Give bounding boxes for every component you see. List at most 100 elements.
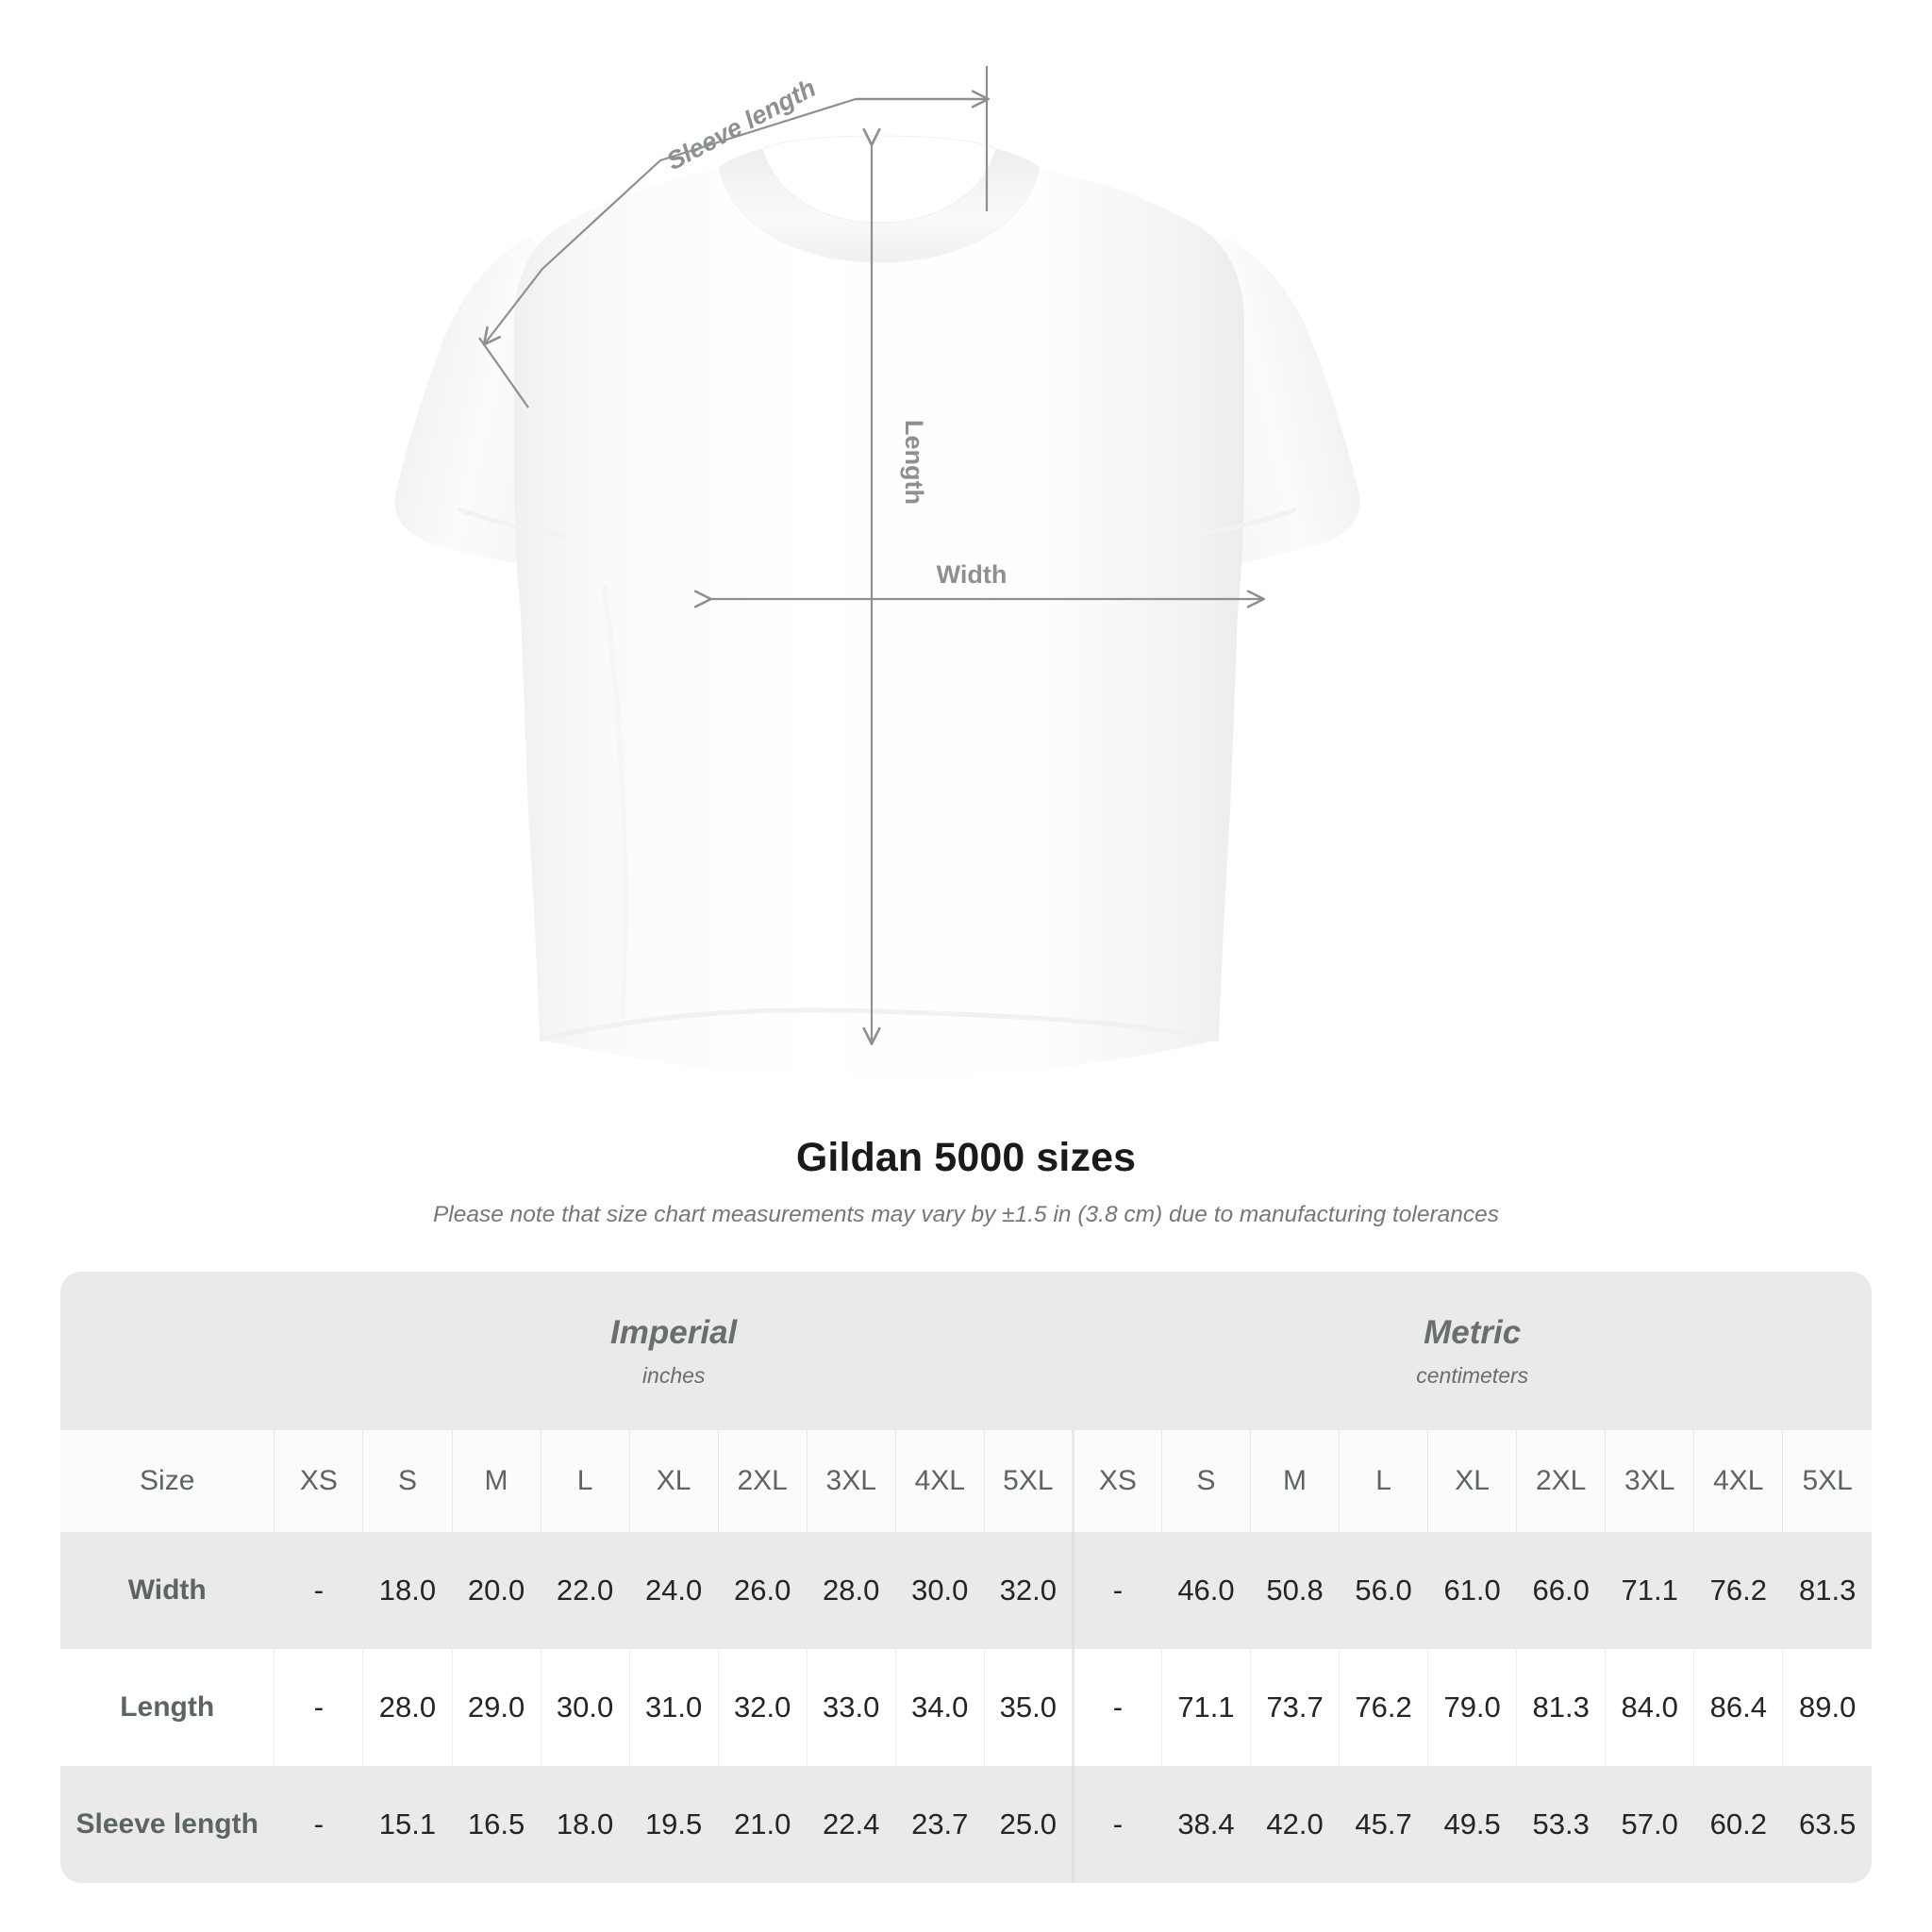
measurement-cell: 19.5 xyxy=(629,1766,719,1883)
measurement-cell: 63.5 xyxy=(1782,1766,1872,1883)
measurement-cell: 73.7 xyxy=(1250,1649,1341,1766)
measurement-cell: 38.4 xyxy=(1161,1766,1252,1883)
measurement-cell: 18.0 xyxy=(541,1766,630,1883)
size-header-cell: 2XL xyxy=(718,1430,808,1532)
measurement-cell: 22.4 xyxy=(807,1766,896,1883)
table-row: Width -18.0 20.0 22.0 24.0 26.0 28.0 30.0 32.0-4… xyxy=(60,1532,1872,1649)
fabric-fold xyxy=(601,584,628,1020)
unit-group-row: Imperial inches Metric centimeters xyxy=(60,1272,1872,1430)
measurement-cell: 81.3 xyxy=(1782,1532,1872,1649)
measurement-cell: - xyxy=(1071,1532,1162,1649)
unit-group-name: Imperial xyxy=(610,1313,738,1351)
table-row: Sleeve length -15.1 16.5 18.0 19.5 21.0 22.4 23… xyxy=(60,1766,1872,1883)
width-label: Width xyxy=(937,560,1008,589)
measurement-cell: 30.0 xyxy=(541,1649,630,1766)
measurement-cell: 24.0 xyxy=(629,1532,719,1649)
measurement-cell: 84.0 xyxy=(1605,1649,1695,1766)
size-header-cell: 4XL xyxy=(1693,1430,1784,1532)
measurement-cell: 57.0 xyxy=(1605,1766,1695,1883)
size-header-cell: 2XL xyxy=(1516,1430,1607,1532)
measurement-cell: 26.0 xyxy=(718,1532,808,1649)
measurement-cell: 29.0 xyxy=(452,1649,541,1766)
measurement-cell: 76.2 xyxy=(1339,1649,1429,1766)
measurement-cell: 56.0 xyxy=(1339,1532,1429,1649)
unit-group-metric: Metric centimeters xyxy=(1073,1272,1872,1430)
measurement-cell: 71.1 xyxy=(1605,1532,1695,1649)
size-header-row: Size XS S M L XL 2XL 3XL 4XL 5XL XS S M L XL 2XL 3XL 4XL 5… xyxy=(60,1430,1872,1532)
measurement-cell: 21.0 xyxy=(718,1766,808,1883)
measurement-cell: 30.0 xyxy=(895,1532,985,1649)
sleeve-hem-left xyxy=(458,507,567,539)
size-header-cell: L xyxy=(1339,1430,1429,1532)
size-chart-table-container: Imperial inches Metric centimeters Size XS S M L… xyxy=(60,1272,1872,1883)
measurement-cell: 81.3 xyxy=(1516,1649,1607,1766)
measurement-cell: 71.1 xyxy=(1161,1649,1252,1766)
size-header-cell: XS xyxy=(1071,1430,1162,1532)
measurement-cell: - xyxy=(274,1649,364,1766)
measurement-cell: 53.3 xyxy=(1516,1766,1607,1883)
fabric-fold xyxy=(1128,584,1154,1020)
page-title: Gildan 5000 sizes xyxy=(795,1135,1137,1180)
measurement-cell: - xyxy=(274,1766,364,1883)
measurement-row-label: Length xyxy=(60,1649,275,1766)
measurement-row-label: Sleeve length xyxy=(60,1766,275,1883)
measurement-cell: 60.2 xyxy=(1693,1766,1784,1883)
size-header-cell: 5XL xyxy=(1782,1430,1872,1532)
measurement-cell: - xyxy=(1071,1766,1162,1883)
measurement-cell: 15.1 xyxy=(362,1766,453,1883)
measurement-cell: 35.0 xyxy=(984,1649,1074,1766)
measurement-cell: 32.0 xyxy=(718,1649,808,1766)
measurement-cell: 16.5 xyxy=(452,1766,541,1883)
measurement-cell: 66.0 xyxy=(1516,1532,1607,1649)
size-header-cell: XL xyxy=(629,1430,719,1532)
size-header-cell: 3XL xyxy=(807,1430,896,1532)
size-header-cell: 5XL xyxy=(984,1430,1074,1532)
measurement-cell: 23.7 xyxy=(895,1766,985,1883)
measurement-cell: 79.0 xyxy=(1427,1649,1518,1766)
size-header-cell: 4XL xyxy=(895,1430,985,1532)
size-header-cell: S xyxy=(362,1430,453,1532)
measurement-cell: 50.8 xyxy=(1250,1532,1341,1649)
unit-group-name: Metric xyxy=(1424,1313,1522,1351)
measurement-cell: 45.7 xyxy=(1339,1766,1429,1883)
unit-group-imperial: Imperial inches xyxy=(274,1272,1074,1430)
unit-group-unit: inches xyxy=(641,1362,706,1388)
measurement-cell: 31.0 xyxy=(629,1649,719,1766)
size-header-cell: XS xyxy=(274,1430,364,1532)
size-header-cell: M xyxy=(1250,1430,1341,1532)
measurement-cell: 89.0 xyxy=(1782,1649,1872,1766)
measurement-cell: 34.0 xyxy=(895,1649,985,1766)
measurement-row-label: Width xyxy=(60,1532,275,1649)
measurement-cell: 46.0 xyxy=(1161,1532,1252,1649)
measurement-cell: 18.0 xyxy=(362,1532,453,1649)
measurement-cell: 25.0 xyxy=(984,1766,1074,1883)
size-chart-table: Imperial inches Metric centimeters Size XS S M L… xyxy=(60,1272,1872,1883)
size-header-cell: L xyxy=(541,1430,630,1532)
size-header-cell: S xyxy=(1161,1430,1252,1532)
sleeve-length-dimension xyxy=(478,66,990,408)
unit-group-unit: centimeters xyxy=(1416,1362,1529,1388)
measurement-cell: 33.0 xyxy=(807,1649,896,1766)
size-column-header: Size xyxy=(60,1430,275,1532)
length-label: Length xyxy=(900,420,928,505)
size-header-cell: M xyxy=(452,1430,541,1532)
measurement-cell: 49.5 xyxy=(1427,1766,1518,1883)
measurement-cell: 28.0 xyxy=(362,1649,453,1766)
tshirt-diagram: Sleeve length Length Width xyxy=(394,66,1360,1077)
chart-heading: Gildan 5000 sizes Please note that size … xyxy=(0,1134,1932,1229)
measurement-cell: 42.0 xyxy=(1250,1766,1341,1883)
measurement-cell: 61.0 xyxy=(1427,1532,1518,1649)
table-row: Length -28.0 29.0 30.0 31.0 32.0 33.0 34.0 35.0-… xyxy=(60,1649,1872,1766)
measurement-cell: - xyxy=(1071,1649,1162,1766)
sleeve-hem-right xyxy=(1188,507,1297,539)
measurement-cell: 32.0 xyxy=(984,1532,1074,1649)
size-header-cell: XL xyxy=(1427,1430,1518,1532)
measurement-cell: 86.4 xyxy=(1693,1649,1784,1766)
measurement-cell: 76.2 xyxy=(1693,1532,1784,1649)
measurement-cell: - xyxy=(274,1532,364,1649)
sleeve-length-tick-hem xyxy=(478,337,529,408)
tshirt-illustration: Sleeve length Length Width xyxy=(394,66,1360,1077)
measurement-cell: 22.0 xyxy=(541,1532,630,1649)
unit-row-spacer xyxy=(60,1272,275,1430)
measurement-cell: 28.0 xyxy=(807,1532,896,1649)
